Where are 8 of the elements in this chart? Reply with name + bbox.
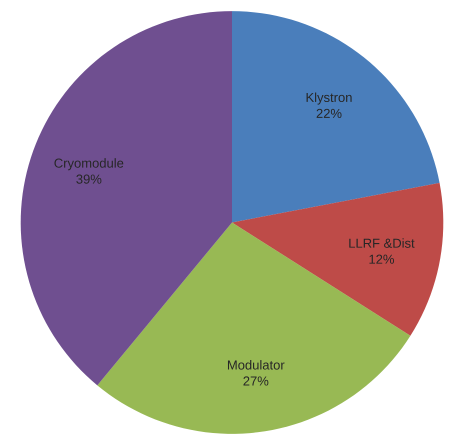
slice-label: Klystron	[306, 92, 352, 105]
slice-label: LLRF &Dist	[349, 238, 415, 248]
slice-label: Cryomodule	[54, 158, 124, 170]
slice-label: Modulator	[228, 360, 284, 370]
data-label: 22%	[316, 108, 342, 118]
data-label: 27%	[243, 376, 268, 386]
data-label: 12%	[369, 254, 394, 264]
data-label: 39%	[76, 174, 102, 184]
